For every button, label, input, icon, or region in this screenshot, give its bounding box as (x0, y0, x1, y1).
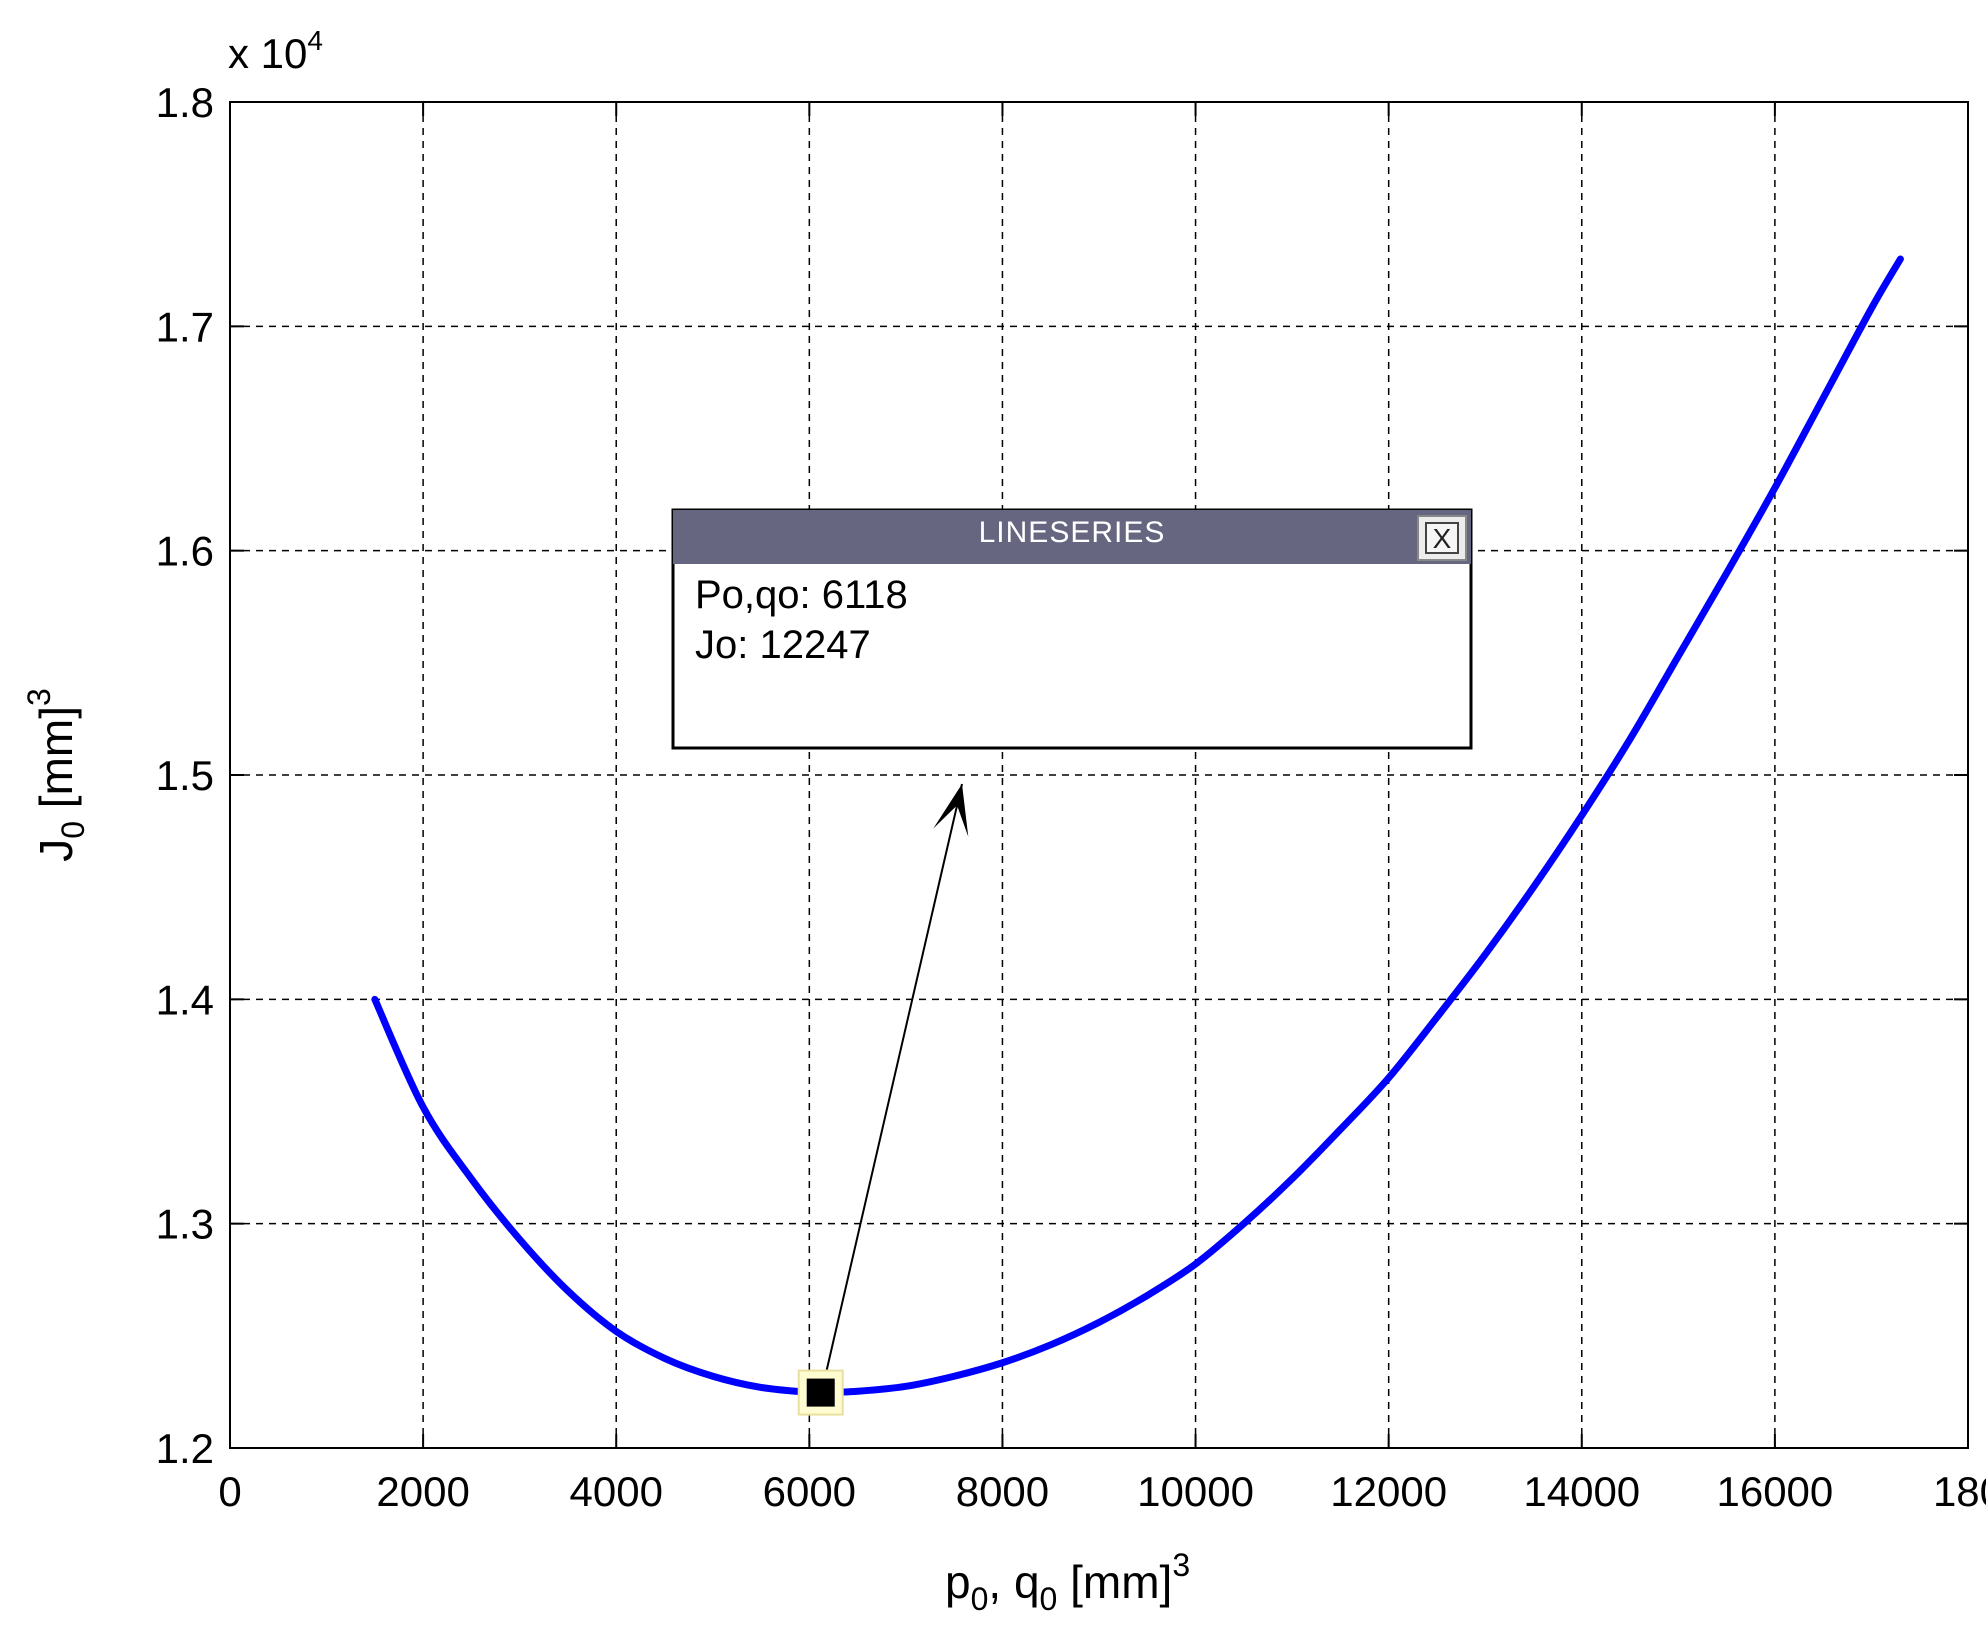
x-tick-label: 10000 (1137, 1468, 1254, 1515)
y-tick-label: 1.3 (156, 1201, 214, 1248)
y-tick-label: 1.4 (156, 976, 214, 1023)
x-label-sub-1: 0 (971, 1581, 989, 1617)
data-marker[interactable] (806, 1378, 835, 1407)
x-label-sub-2: 0 (1040, 1581, 1058, 1617)
y-label-sup: 3 (21, 688, 57, 706)
x-tick-label: 6000 (763, 1468, 856, 1515)
datatip-arrowhead (933, 784, 969, 837)
y-tick-label: 1.2 (156, 1425, 214, 1472)
close-button-inner (1425, 522, 1459, 554)
y-tick-label: 1.6 (156, 528, 214, 575)
x-tick-label: 0 (218, 1468, 241, 1515)
datatip-box[interactable]: LINESERIES X Po,qo: 6118 Jo: 12247 (671, 508, 1473, 750)
grid (230, 102, 1968, 1448)
x-axis-label: p0, q0 [mm]3 (945, 1547, 1190, 1617)
datatip-close-button[interactable]: X (1417, 515, 1467, 561)
x-tick-label: 4000 (570, 1468, 663, 1515)
y-tick-label: 1.7 (156, 303, 214, 350)
y-tick-label: 1.5 (156, 752, 214, 799)
x-tick-label: 12000 (1330, 1468, 1447, 1515)
y-label-sub: 0 (55, 821, 91, 839)
x-tick-label: 14000 (1523, 1468, 1640, 1515)
y-label-unit: [mm] (30, 706, 82, 821)
y-tick-labels: 1.2 1.3 1.4 1.5 1.6 1.7 1.8 (156, 79, 214, 1472)
x-label-main: p (945, 1556, 971, 1608)
datatip-title: LINESERIES (979, 516, 1166, 549)
datatip-header (673, 510, 1471, 564)
y-multiplier-exponent: 4 (307, 25, 323, 56)
datatip-line-2: Jo: 12247 (695, 623, 871, 667)
x-tick-label: 16000 (1716, 1468, 1833, 1515)
x-label-mid: , q (988, 1556, 1039, 1608)
datatip-arrow (823, 783, 963, 1379)
y-multiplier-prefix: x 10 (228, 30, 307, 77)
y-label-main: J (30, 839, 82, 862)
x-tick-label: 8000 (956, 1468, 1049, 1515)
close-icon: X (1433, 523, 1452, 554)
x-label-sup: 3 (1172, 1547, 1190, 1583)
series-line (371, 255, 1904, 1397)
datatip-line-1: Po,qo: 6118 (695, 573, 908, 617)
ticks (229, 101, 1969, 1449)
x-label-unit: [mm] (1057, 1556, 1172, 1608)
x-tick-label: 2000 (376, 1468, 469, 1515)
y-axis-label: J0 [mm]3 (21, 688, 91, 862)
x-tick-label: 180 (1933, 1468, 1986, 1515)
y-tick-label: 1.8 (156, 79, 214, 126)
y-multiplier: x 104 (228, 25, 323, 77)
x-tick-labels: 0 2000 4000 6000 8000 10000 12000 14000 16000 180 (218, 1468, 1986, 1515)
